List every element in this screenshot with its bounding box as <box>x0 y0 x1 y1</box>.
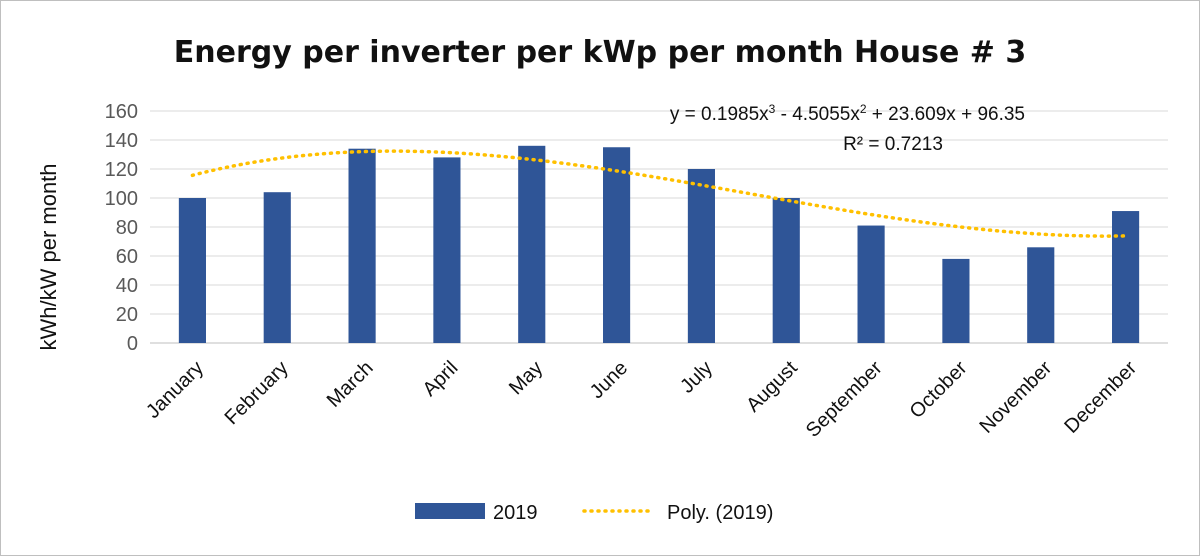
bar-june <box>603 147 631 343</box>
bar-november <box>1027 247 1055 343</box>
x-tick-october: October <box>906 357 972 423</box>
equation-exp-3: 3 <box>769 102 776 116</box>
y-tick-120: 120 <box>105 159 138 181</box>
y-tick-labels: 0 20 40 60 80 100 120 140 160 <box>105 101 138 355</box>
x-tick-january: January <box>142 357 208 423</box>
legend-label-2019: 2019 <box>493 502 538 524</box>
r-squared-label: R² = 0.7213 <box>843 134 943 155</box>
x-tick-august: August <box>742 357 802 417</box>
x-tick-april: April <box>419 357 463 401</box>
bar-october <box>942 258 970 343</box>
x-tick-may: May <box>505 357 547 399</box>
y-tick-0: 0 <box>127 333 138 355</box>
x-tick-september: September <box>802 357 887 442</box>
y-tick-140: 140 <box>105 130 138 152</box>
bar-august <box>772 198 800 343</box>
gridlines <box>150 110 1168 344</box>
y-tick-160: 160 <box>105 101 138 123</box>
y-tick-60: 60 <box>116 246 138 268</box>
x-tick-december: December <box>1060 357 1141 438</box>
bar-april <box>433 157 461 343</box>
equation-part-2: - 4.5055x <box>775 104 860 125</box>
bar-july <box>687 169 715 343</box>
y-axis-label: kWh/kW per month <box>36 163 61 350</box>
y-tick-80: 80 <box>116 217 138 239</box>
x-tick-march: March <box>323 357 378 412</box>
trendline-equation: y = 0.1985x3 - 4.5055x2 + 23.609x + 96.3… <box>670 102 1025 125</box>
y-tick-40: 40 <box>116 275 138 297</box>
x-tick-february: February <box>221 357 293 429</box>
bar-may <box>518 145 546 343</box>
legend: 2019 Poly. (2019) <box>415 502 773 524</box>
legend-label-trendline: Poly. (2019) <box>667 502 773 524</box>
chart-title: Energy per inverter per kWp per month Ho… <box>174 35 1026 70</box>
x-tick-november: November <box>975 357 1056 438</box>
bar-december <box>1112 211 1140 343</box>
x-tick-labels: January February March April May June July Augu… <box>142 357 1141 442</box>
bar-september <box>857 225 885 343</box>
bar-march <box>348 148 376 343</box>
trendline-path <box>190 149 1128 238</box>
bar-january <box>178 198 206 343</box>
equation-exp-2: 2 <box>860 102 867 116</box>
trendline <box>190 149 1128 238</box>
legend-swatch-2019 <box>415 503 485 519</box>
equation-part-1: y = 0.1985x <box>670 104 769 125</box>
x-tick-june: June <box>586 357 632 403</box>
y-tick-20: 20 <box>116 304 138 326</box>
x-tick-july: July <box>676 357 717 398</box>
bars <box>178 145 1140 343</box>
equation-part-3: + 23.609x + 96.35 <box>867 104 1025 125</box>
bar-february <box>263 192 291 343</box>
y-tick-100: 100 <box>105 188 138 210</box>
